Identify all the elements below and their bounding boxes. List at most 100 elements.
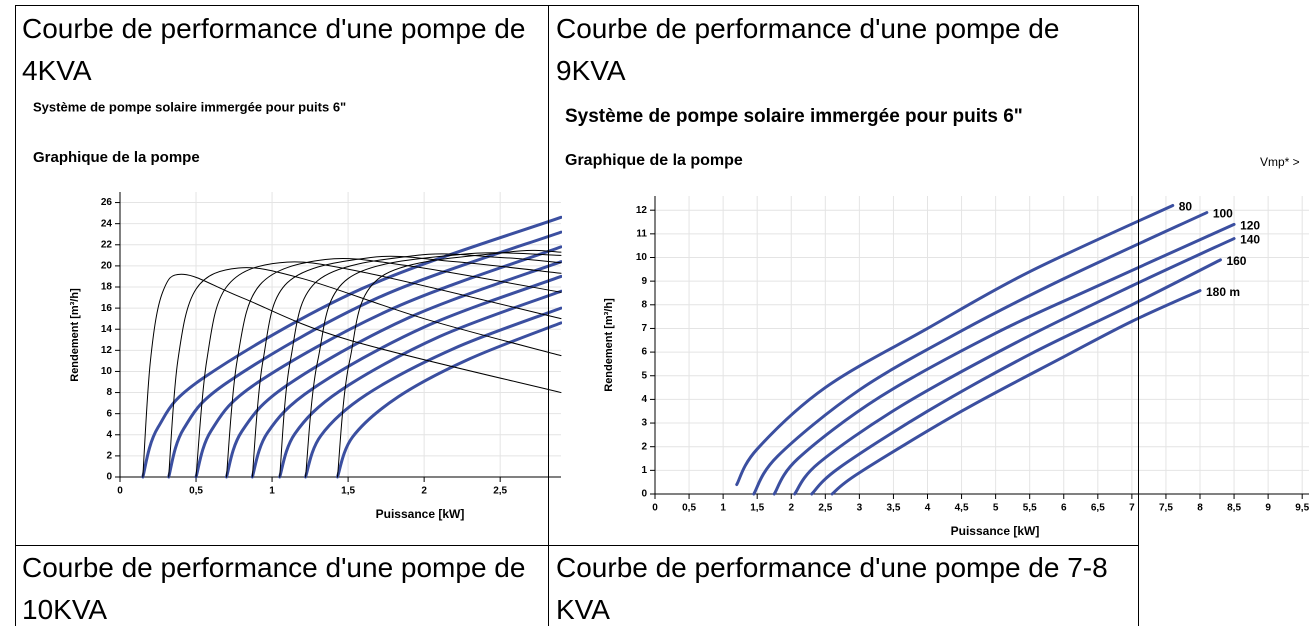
y-tick-label: 10 (101, 366, 113, 377)
y-tick-label: 16 (101, 303, 113, 314)
y-tick-label: 2 (106, 451, 112, 462)
x-tick-label: 1 (720, 503, 726, 514)
y-tick-label: 10 (636, 252, 648, 263)
x-tick-label: 5 (993, 503, 999, 514)
curve (194, 245, 562, 479)
x-tick-label: 2,5 (818, 503, 832, 514)
y-tick-label: 0 (106, 472, 112, 483)
cell-text: Courbe de performance d'une pompe de 4KV… (22, 13, 526, 86)
y-tick-label: 18 (101, 282, 113, 293)
cell-text: Courbe de performance d'une pompe de 7-8… (556, 552, 1108, 625)
x-tick-label: 5,5 (1023, 503, 1037, 514)
curve (251, 255, 562, 478)
chart-subtitle: Graphique de la pompe (565, 152, 743, 169)
curve-label: 140 (1240, 233, 1260, 247)
x-tick-label: 0 (652, 503, 658, 514)
table-border (15, 5, 16, 626)
y-tick-label: 8 (641, 299, 647, 310)
y-tick-label: 5 (641, 370, 647, 381)
y-tick-label: 7 (641, 323, 647, 334)
curve (141, 215, 562, 479)
curve (735, 203, 1175, 487)
y-tick-label: 9 (641, 276, 647, 287)
curve (810, 258, 1222, 496)
y-tick-label: 24 (101, 218, 113, 229)
y-axis-label: Rendement [m³/h] (69, 288, 81, 382)
x-tick-label: 2,5 (493, 486, 507, 497)
x-tick-label: 3,5 (886, 503, 900, 514)
curve (305, 252, 562, 478)
y-tick-label: 6 (106, 408, 112, 419)
curve (224, 260, 562, 479)
y-tick-label: 6 (641, 347, 647, 358)
x-tick-label: 7,5 (1159, 503, 1173, 514)
x-axis-label: Puissance [kW] (376, 507, 465, 521)
curve (752, 211, 1209, 496)
chart: Système de pompe solaire immergée pour p… (565, 106, 1310, 538)
table-border (15, 545, 1139, 546)
table-border (1138, 5, 1139, 626)
chart-subtitle: Graphique de la pompe (33, 149, 200, 166)
y-tick-label: 1 (641, 465, 647, 476)
y-axis-label: Rendement [m³/h] (603, 298, 615, 392)
y-tick-label: 4 (641, 394, 647, 405)
x-tick-label: 9,5 (1295, 503, 1309, 514)
x-tick-label: 1 (269, 486, 275, 497)
x-tick-label: 8 (1197, 503, 1203, 514)
x-tick-label: 3 (857, 503, 863, 514)
curve (225, 257, 562, 478)
x-tick-label: 1,5 (750, 503, 764, 514)
curve (772, 222, 1236, 496)
x-tick-label: 7 (1129, 503, 1135, 514)
curve (793, 237, 1236, 496)
chart-note: Vmp* > (1260, 155, 1300, 169)
y-tick-label: 4 (106, 429, 112, 440)
y-tick-label: 12 (636, 205, 648, 216)
x-tick-label: 6 (1061, 503, 1067, 514)
table-border (15, 5, 1139, 6)
x-tick-label: 1,5 (341, 486, 355, 497)
curve (167, 230, 562, 479)
chart: Système de pompe solaire immergée pour p… (33, 99, 562, 521)
curve (278, 289, 562, 479)
curve-label: 100 (1213, 207, 1233, 221)
curve-label: 180 m (1206, 285, 1240, 299)
chart-title: Système de pompe solaire immergée pour p… (33, 99, 346, 114)
curve (279, 253, 562, 478)
y-tick-label: 14 (101, 324, 113, 335)
x-tick-label: 2 (788, 503, 794, 514)
curve (335, 321, 562, 479)
y-tick-label: 2 (641, 441, 647, 452)
cell-text: Courbe de performance d'une pompe de 9KV… (556, 13, 1060, 86)
y-tick-label: 20 (101, 261, 113, 272)
y-tick-label: 8 (106, 387, 112, 398)
x-tick-label: 9 (1265, 503, 1271, 514)
x-tick-label: 4 (925, 503, 931, 514)
x-tick-label: 6,5 (1091, 503, 1105, 514)
x-tick-label: 4,5 (955, 503, 969, 514)
curve (195, 261, 562, 478)
table-border (548, 5, 549, 626)
cell-text: Courbe de performance d'une pompe de 10K… (22, 552, 526, 625)
curve-label: 80 (1179, 200, 1193, 214)
chart-title: Système de pompe solaire immergée pour p… (565, 106, 1023, 127)
curve (168, 267, 562, 478)
curve (830, 289, 1202, 496)
y-tick-label: 26 (101, 197, 113, 208)
x-tick-label: 0 (117, 486, 123, 497)
x-axis-label: Puissance [kW] (951, 524, 1040, 538)
y-tick-label: 3 (641, 418, 647, 429)
curve (304, 306, 562, 479)
y-tick-label: 22 (101, 239, 113, 250)
curve-label: 120 (1240, 219, 1260, 233)
y-tick-label: 12 (101, 345, 113, 356)
x-tick-label: 0,5 (189, 486, 203, 497)
y-tick-label: 11 (636, 228, 647, 239)
x-tick-label: 0,5 (682, 503, 696, 514)
x-tick-label: 8,5 (1227, 503, 1241, 514)
y-tick-label: 0 (641, 489, 647, 500)
curve (336, 249, 562, 478)
curve-label: 160 (1226, 254, 1246, 268)
x-tick-label: 2 (421, 486, 427, 497)
